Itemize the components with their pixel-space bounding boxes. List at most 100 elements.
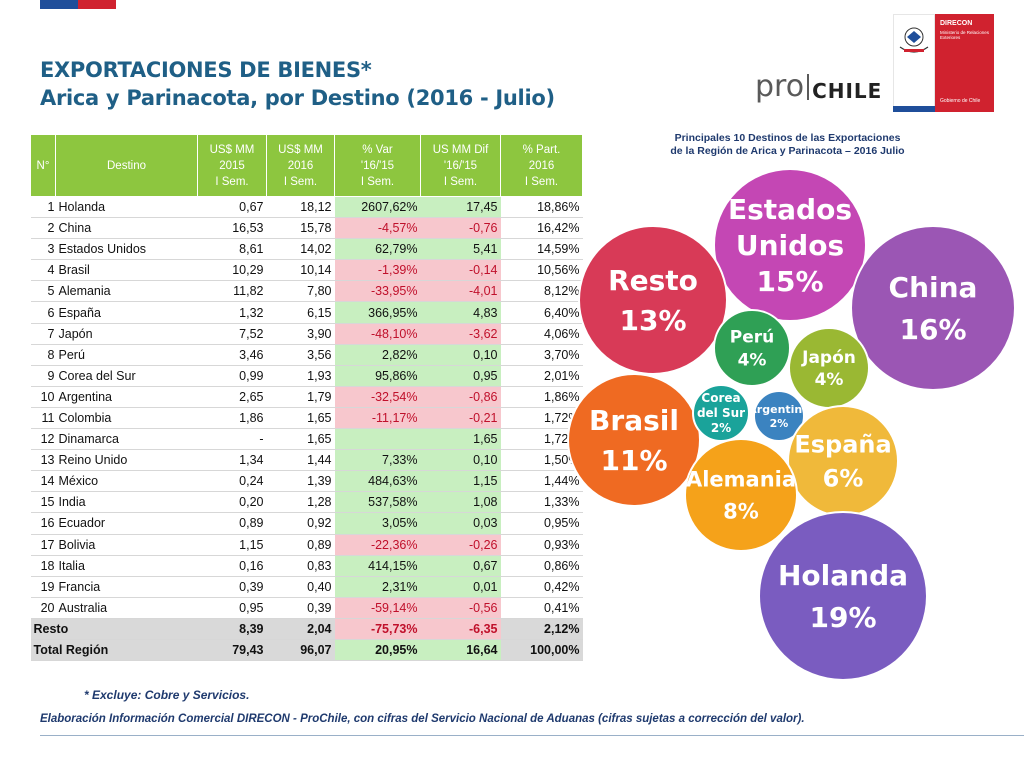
cell-n: 5 (30, 280, 56, 303)
bubble-label: Alemania (686, 467, 796, 491)
cell-dif: -3,62 (420, 323, 501, 345)
cell-var: 95,86% (334, 365, 421, 387)
cell-2015: 16,53 (197, 217, 267, 240)
table-row: 15 India 0,20 1,28 537,58% 1,08 1,33% (30, 491, 583, 514)
cell-2015: 8,61 (197, 238, 267, 261)
bubble-label: Japón (801, 348, 856, 368)
cell-var: 3,05% (334, 512, 421, 535)
cell-destino: Japón (55, 323, 198, 345)
bubble-resto: Resto 13% (578, 225, 728, 375)
cell-2015: 0,95 (197, 597, 267, 619)
cell-var: 2,31% (334, 576, 421, 598)
bubble-label: Argentina (748, 403, 809, 416)
exports-table-body: 1 Holanda 0,67 18,12 2607,62% 17,45 18,86% 2 Chi… (30, 196, 583, 662)
cell-part: 18,86% (500, 196, 583, 219)
cell-part: 4,06% (500, 323, 583, 345)
cell-2015: 0,24 (197, 470, 267, 493)
cell-dif: 5,41 (420, 238, 501, 261)
cell-total-label: Total Región (30, 639, 198, 662)
cell-destino: Ecuador (55, 512, 198, 535)
bubble-circle (713, 168, 867, 322)
cell-part: 1,33% (500, 491, 583, 514)
bubble-label: Corea (701, 391, 740, 405)
bubble-chart-title-line2: de la Región de Arica y Parinacota – 201… (670, 145, 905, 157)
cell-2016: 0,89 (266, 534, 335, 556)
col-header-2015-text: US$ MM 2015 I Sem. (209, 143, 255, 188)
cell-part: 16,42% (500, 217, 583, 240)
cell-2016: 0,40 (266, 576, 335, 598)
cell-destino: Australia (55, 597, 198, 619)
cell-dif: 4,83 (420, 301, 501, 324)
cell-part: 14,59% (500, 238, 583, 261)
cell-2016: 6,15 (266, 301, 335, 324)
cell-2015: 0,89 (197, 512, 267, 535)
cell-2016: 15,78 (266, 217, 335, 240)
bubble-label: 4% (815, 370, 844, 390)
bubble-label: Resto (608, 264, 698, 297)
bubble-circle (850, 225, 1016, 391)
cell-2016: 1,79 (266, 386, 335, 408)
cell-dif: 1,15 (420, 470, 501, 493)
cell-2016: 1,28 (266, 491, 335, 514)
bubble-circle (567, 373, 701, 507)
cell-2015: 0,99 (197, 365, 267, 387)
cell-2016: 1,65 (266, 407, 335, 430)
cell-n: 20 (30, 597, 56, 619)
cell-2016: 0,83 (266, 555, 335, 577)
cell-dif: -6,35 (420, 618, 501, 640)
cell-dif: -0,56 (420, 597, 501, 619)
direcon-logo: DIRECON Ministerio de Relaciones Exterio… (893, 14, 994, 112)
cell-dif: 0,03 (420, 512, 501, 535)
bubble-brasil: Brasil 11% (567, 373, 701, 507)
col-header-2015: US$ MM 2015 I Sem. (197, 134, 267, 197)
cell-2015: 1,15 (197, 534, 267, 556)
source-note: Elaboración Información Comercial DIRECO… (40, 713, 805, 725)
cell-2015: 0,20 (197, 491, 267, 514)
cell-2015: 0,16 (197, 555, 267, 577)
table-row: 16 Ecuador 0,89 0,92 3,05% 0,03 0,95% (30, 512, 583, 535)
cell-part: 0,93% (500, 534, 583, 556)
table-row: 19 Francia 0,39 0,40 2,31% 0,01 0,42% (30, 576, 583, 598)
cell-var: -4,57% (334, 217, 421, 240)
bubble-circle (684, 438, 798, 552)
bubble-label: 4% (738, 350, 767, 370)
cell-var (334, 428, 421, 451)
table-total-row: Resto 8,39 2,04 -75,73% -6,35 2,12% (30, 618, 583, 640)
cell-2016: 1,65 (266, 428, 335, 451)
cell-destino: Italia (55, 555, 198, 577)
cell-var: 537,58% (334, 491, 421, 514)
cell-2015: 0,67 (197, 196, 267, 219)
col-header-part-text: % Part. 2016 I Sem. (522, 143, 561, 188)
cell-dif: -4,01 (420, 280, 501, 303)
cell-n: 4 (30, 259, 56, 282)
cell-total-label: Resto (30, 618, 198, 640)
table-row: 11 Colombia 1,86 1,65 -11,17% -0,21 1,72% (30, 407, 583, 430)
prochile-logo: pro CHILE (755, 72, 882, 103)
cell-destino: China (55, 217, 198, 240)
bubble-chart-title: Principales 10 Destinos de las Exportaci… (600, 132, 975, 158)
cell-2015: 1,32 (197, 301, 267, 324)
cell-2015: 79,43 (197, 639, 267, 662)
cell-destino: Francia (55, 576, 198, 598)
bubble-label: 13% (619, 304, 686, 337)
bubble-label: Brasil (589, 404, 679, 437)
cell-n: 11 (30, 407, 56, 430)
cell-2015: 2,65 (197, 386, 267, 408)
prochile-logo-divider (807, 74, 810, 100)
table-row: 8 Perú 3,46 3,56 2,82% 0,10 3,70% (30, 344, 583, 366)
table-header-row: N° Destino US$ MM 2015 I Sem. US$ MM 201… (30, 134, 583, 197)
cell-part: 0,86% (500, 555, 583, 577)
cell-2016: 96,07 (266, 639, 335, 662)
col-header-part: % Part. 2016 I Sem. (500, 134, 583, 197)
bubble-alemania: Alemania 8% (684, 438, 798, 552)
cell-var: -75,73% (334, 618, 421, 640)
cell-dif: 16,64 (420, 639, 501, 662)
cell-dif: 0,10 (420, 344, 501, 366)
bubble-label: 15% (756, 265, 823, 298)
table-row: 13 Reino Unido 1,34 1,44 7,33% 0,10 1,50% (30, 449, 583, 472)
cell-var: -48,10% (334, 323, 421, 345)
cell-part: 8,12% (500, 280, 583, 303)
cell-destino: Bolivia (55, 534, 198, 556)
cell-dif: 0,95 (420, 365, 501, 387)
cell-2015: 10,29 (197, 259, 267, 282)
